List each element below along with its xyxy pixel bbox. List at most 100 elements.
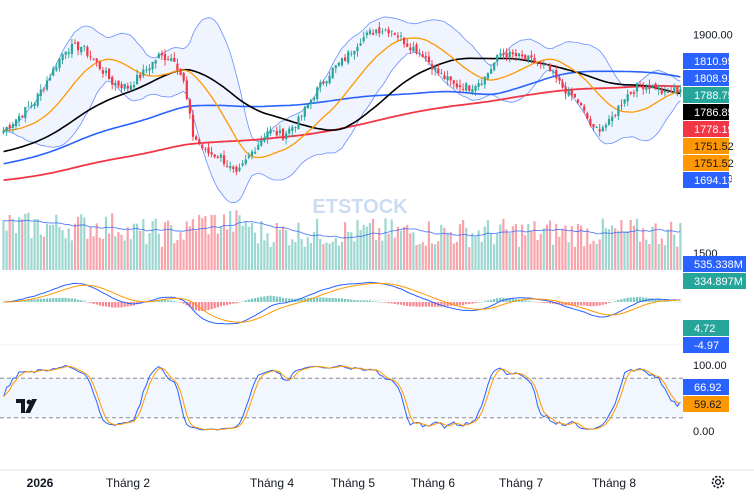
price-tick-label: 1900.00 [693, 29, 733, 41]
macd-histogram-bar [406, 302, 409, 306]
candle-body [399, 35, 403, 37]
price-value-label-box [683, 172, 729, 188]
volume-bar [384, 218, 387, 270]
candle-body [617, 105, 620, 116]
volume-bar [198, 214, 201, 270]
candle-body [86, 46, 89, 56]
candle-body [490, 69, 493, 74]
volume-bar [508, 233, 511, 270]
macd-histogram-bar [340, 298, 344, 302]
volume-bar [263, 240, 266, 270]
macd-histogram-bar [337, 298, 340, 302]
candle-body [412, 46, 415, 52]
candle-body [580, 103, 583, 106]
candle-body [604, 124, 607, 128]
stoch-tick-label: 0.00 [693, 426, 714, 438]
candle-body [483, 76, 486, 85]
volume-bar [663, 245, 666, 270]
candle-body [539, 61, 542, 64]
candle-body [449, 76, 452, 81]
volume-bar [83, 217, 86, 270]
candle-body [471, 89, 474, 93]
volume-bar [123, 240, 126, 270]
macd-histogram-bar [191, 302, 194, 310]
macd-histogram-bar [468, 302, 471, 305]
macd-histogram-bar [160, 299, 163, 302]
settings-gear-icon[interactable] [710, 474, 726, 490]
candle-body [263, 137, 266, 142]
candle-body [415, 44, 418, 54]
candle-body [216, 156, 219, 159]
candle-body [418, 52, 421, 54]
volume-bar [151, 221, 154, 270]
macd-histogram-bar [508, 298, 511, 302]
volume-bar [368, 223, 371, 270]
volume-bar [632, 225, 635, 270]
candle-body [486, 73, 489, 79]
candle-body [36, 93, 39, 106]
volume-bar [524, 235, 527, 270]
macd-histogram-bar [570, 302, 573, 306]
volume-bar [517, 246, 521, 270]
volume-bar [350, 232, 353, 270]
volume-bar [601, 218, 604, 270]
volume-bar [483, 226, 486, 270]
macd-histogram-bar [477, 302, 480, 303]
candle-body [365, 32, 368, 36]
volume-bar [275, 223, 278, 270]
candle-body [573, 94, 576, 98]
candle-body [368, 30, 372, 35]
candle-body [499, 53, 502, 56]
candle-body [198, 139, 201, 144]
candle-body [477, 83, 480, 87]
candle-body [185, 80, 188, 99]
volume-bar [49, 225, 52, 270]
candle-body [409, 47, 412, 51]
volume-bar [660, 238, 663, 270]
macd-histogram-bar [418, 302, 421, 307]
volume-bar [179, 232, 182, 270]
candle-body [533, 57, 536, 63]
macd-histogram-bar [635, 296, 639, 302]
macd-histogram-bar [483, 301, 486, 302]
volume-bar [64, 238, 67, 270]
candle-body [387, 29, 390, 34]
volume-bar [387, 233, 390, 270]
macd-histogram-bar [95, 302, 98, 305]
macd-histogram-bar [111, 302, 114, 308]
candle-body [421, 54, 424, 57]
candle-body [123, 83, 126, 89]
macd-histogram-bar [545, 302, 548, 303]
macd-histogram-bar [167, 300, 170, 302]
candle-body [654, 83, 657, 90]
candle-body [626, 94, 629, 102]
candle-body [350, 53, 353, 55]
price-value-label: 1751.52 [694, 141, 734, 153]
macd-histogram-bar [474, 302, 477, 304]
candle-body [592, 124, 595, 128]
candle-body [139, 74, 142, 78]
candle-body [226, 165, 229, 167]
macd-histogram-bar [589, 302, 592, 307]
candle-body [375, 29, 378, 33]
candle-body [645, 86, 648, 90]
volume-bar [670, 221, 673, 270]
macd-histogram-bar [390, 302, 393, 304]
volume-bar [5, 230, 8, 270]
macd-histogram-bar [222, 302, 226, 306]
macd-histogram-bar [235, 302, 238, 304]
volume-bar [260, 221, 263, 270]
macd-histogram-bar [173, 301, 176, 302]
candle-body [219, 154, 222, 158]
candle-body [281, 128, 285, 140]
price-value-label: 1808.91 [694, 73, 734, 85]
macd-histogram-bar [496, 298, 499, 302]
macd-histogram-bar [350, 299, 353, 302]
volume-bar [356, 219, 359, 270]
candle-body [511, 52, 514, 55]
volume-bar [573, 246, 576, 270]
volume-bar [344, 222, 347, 270]
macd-histogram-bar [216, 302, 219, 308]
